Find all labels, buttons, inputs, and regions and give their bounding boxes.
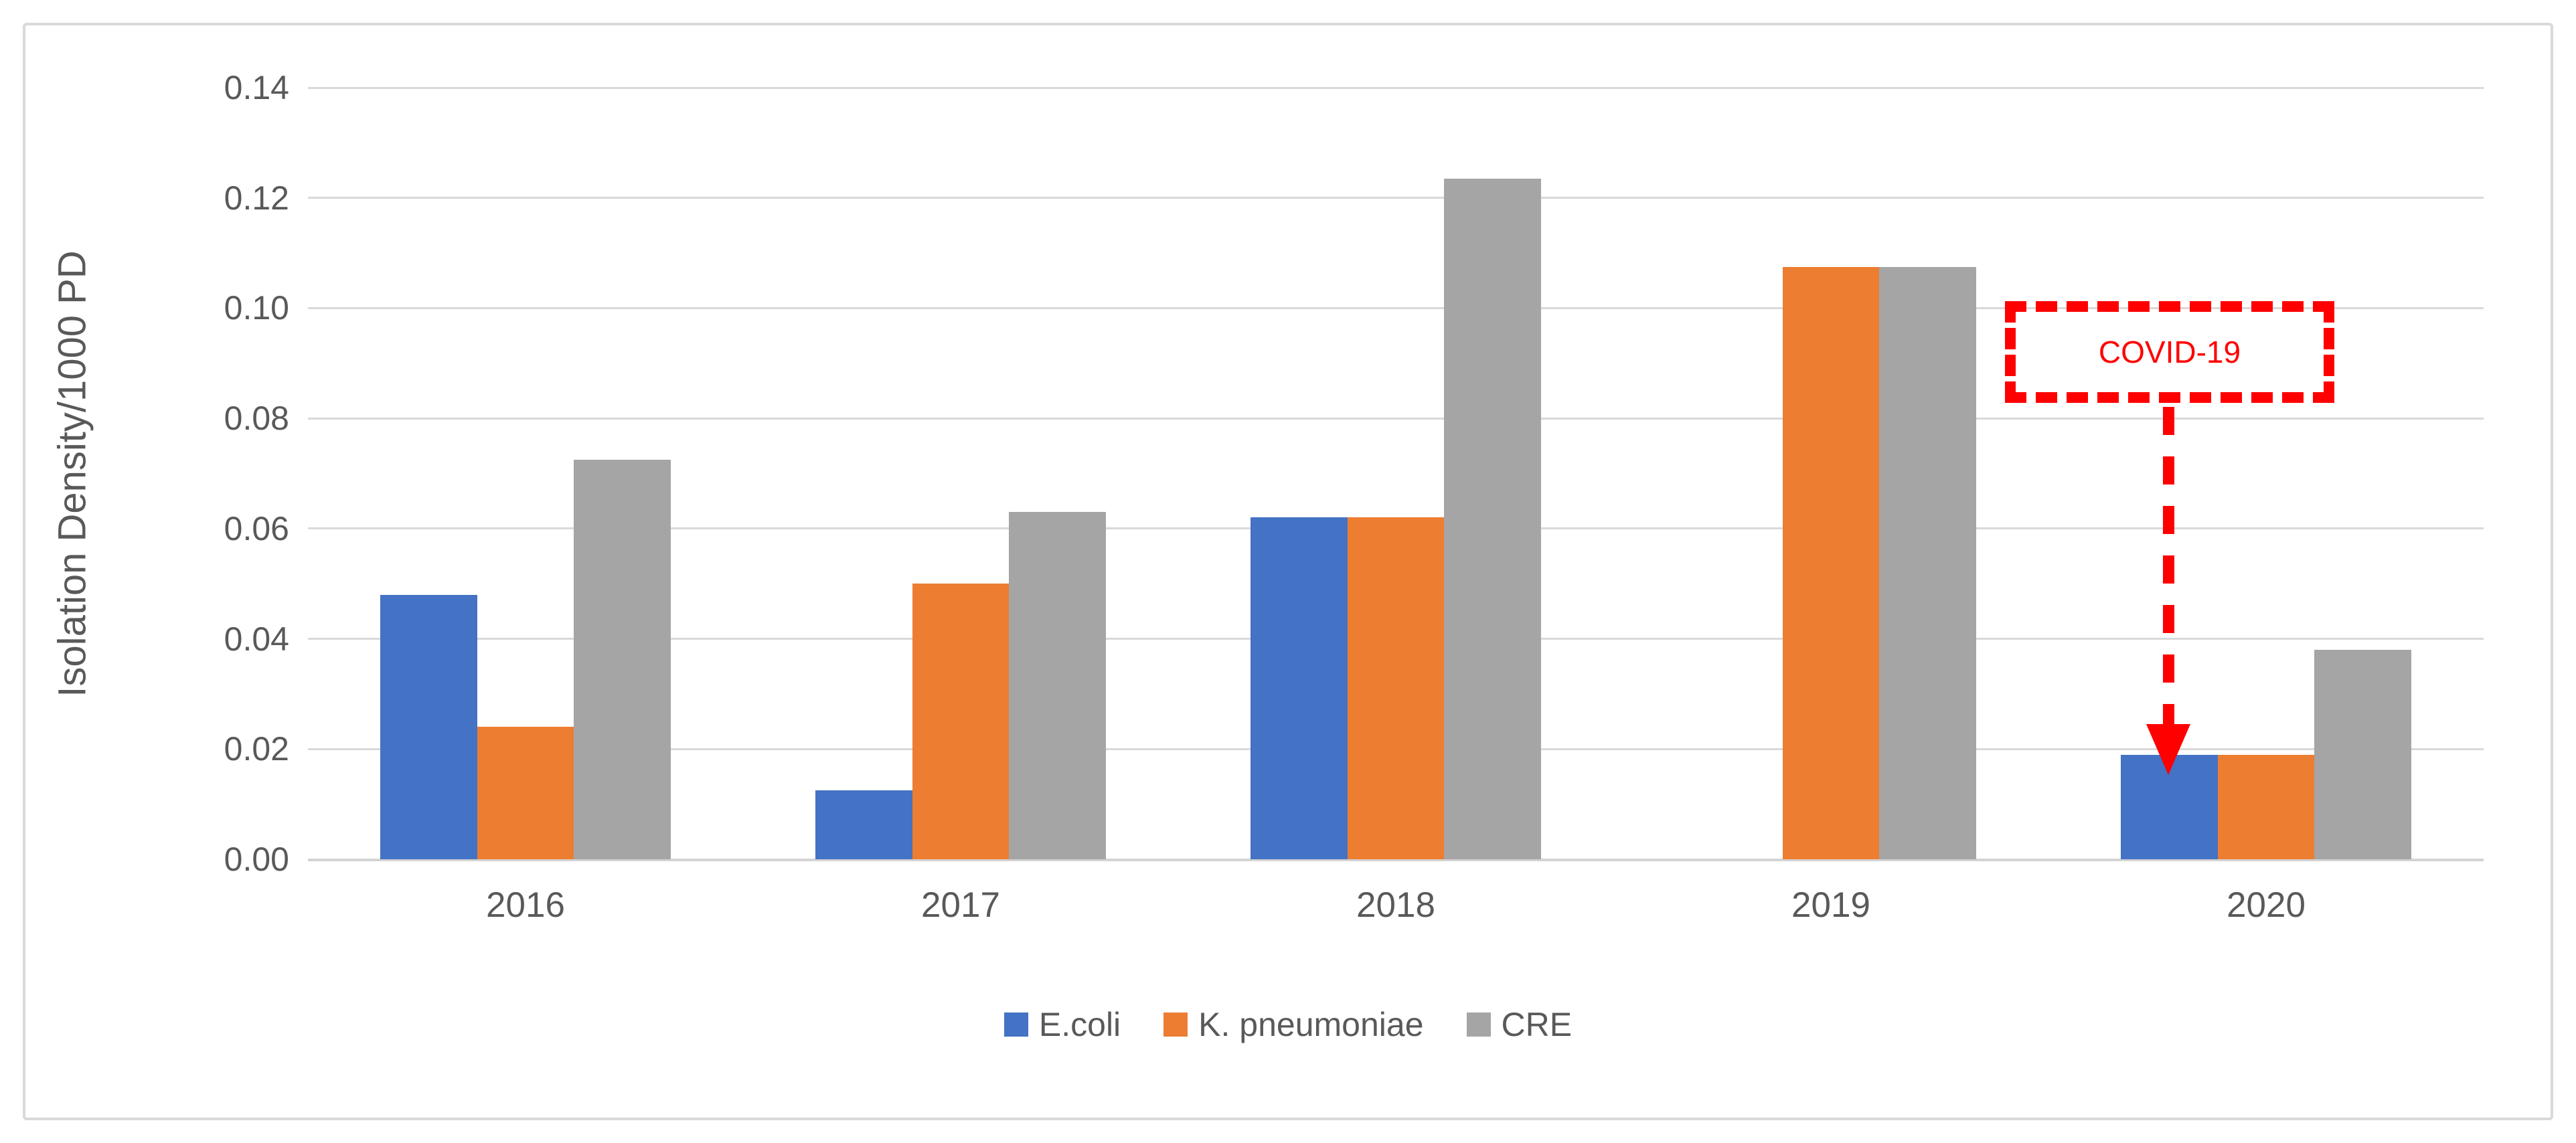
legend: E.coli K. pneumoniae CRE (0, 1005, 2576, 1044)
bar-cre-2018 (1444, 178, 1541, 859)
covid19-arrow-head-icon (2146, 724, 2190, 775)
bar-cre-2017 (1009, 512, 1106, 859)
bar-e-coli-2016 (380, 594, 477, 859)
x-axis-label-2019: 2019 (1791, 885, 1870, 925)
legend-swatch-e-coli (1003, 1013, 1028, 1037)
covid19-annotation-label: COVID-19 (2098, 335, 2241, 369)
y-tick-label: 0.08 (224, 400, 289, 438)
y-tick-label: 0.12 (224, 179, 289, 217)
y-tick-label: 0.00 (224, 841, 289, 878)
bar-k-pneumoniae-2018 (1347, 517, 1445, 859)
bar-e-coli-2018 (1251, 517, 1348, 859)
x-axis-line (308, 858, 2484, 861)
bar-cre-2016 (574, 459, 671, 859)
bar-e-coli-2017 (815, 790, 912, 859)
legend-label-k-pneumoniae: K. pneumoniae (1198, 1006, 1424, 1043)
x-axis-label-2016: 2016 (486, 885, 565, 925)
gridline (308, 306, 2484, 309)
x-axis-label-2020: 2020 (2227, 885, 2306, 925)
legend-swatch-cre (1466, 1013, 1491, 1037)
bar-k-pneumoniae-2020 (2217, 754, 2315, 859)
gridline (308, 417, 2484, 420)
y-tick-label: 0.04 (224, 620, 289, 658)
bar-k-pneumoniae-2019 (1782, 266, 1880, 859)
covid19-annotation-box: COVID-19 (2005, 301, 2334, 403)
y-tick-label: 0.02 (224, 730, 289, 768)
y-tick-label: 0.06 (224, 509, 289, 547)
bar-k-pneumoniae-2017 (912, 584, 1010, 859)
legend-swatch-k-pneumoniae (1163, 1013, 1188, 1037)
x-axis-label-2018: 2018 (1356, 885, 1435, 925)
legend-item-e-coli: E.coli (1003, 1005, 1121, 1044)
gridline (308, 197, 2484, 199)
y-tick-label: 0.10 (224, 289, 289, 327)
x-axis-label-2017: 2017 (921, 885, 1000, 925)
legend-label-cre: CRE (1501, 1006, 1573, 1043)
bar-k-pneumoniae-2016 (477, 727, 574, 859)
covid19-arrow-stem (2163, 407, 2174, 727)
bar-cre-2019 (1879, 266, 1976, 859)
legend-item-cre: CRE (1466, 1005, 1573, 1044)
bar-cre-2020 (2314, 650, 2411, 859)
y-tick-label: 0.14 (224, 69, 289, 106)
gridline (308, 86, 2484, 89)
figure-border-frame (23, 23, 2553, 1120)
legend-item-k-pneumoniae: K. pneumoniae (1163, 1005, 1424, 1044)
legend-label-e-coli: E.coli (1038, 1006, 1121, 1043)
